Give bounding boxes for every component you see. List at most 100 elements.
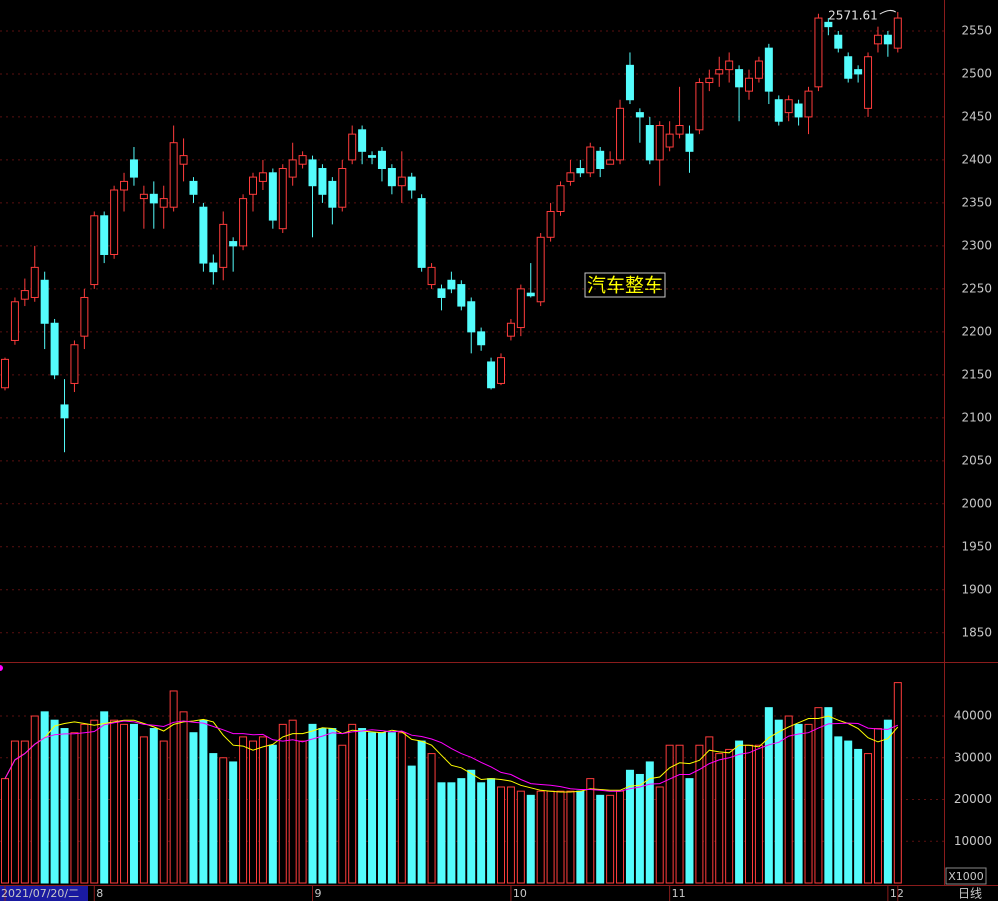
candle-body	[229, 241, 238, 247]
candle-body	[576, 168, 585, 174]
candle-body	[586, 146, 595, 174]
volume-bar	[219, 757, 228, 884]
candle-body	[189, 180, 198, 195]
candle-body	[873, 34, 882, 45]
candle-body	[477, 331, 486, 346]
candle-body	[725, 60, 734, 71]
candle-body	[249, 176, 257, 195]
volume-bar	[893, 682, 902, 884]
y-tick-label: 1900	[961, 582, 992, 596]
candle-body	[804, 90, 813, 118]
candle-body	[735, 69, 744, 88]
y-tick-label: 2150	[961, 367, 992, 381]
volume-bar	[437, 782, 446, 884]
x-tick-label: 12	[890, 887, 904, 900]
volume-bar	[625, 769, 634, 884]
volume-bar	[159, 740, 168, 884]
volume-bar	[288, 719, 297, 884]
volume-bar	[50, 719, 59, 884]
candle-body	[50, 322, 59, 376]
candle-body	[635, 112, 644, 118]
volume-bar	[447, 782, 456, 884]
volume-bar	[80, 723, 89, 884]
y-tick-label: 2250	[961, 281, 992, 295]
candle-body	[139, 193, 148, 200]
candle-body	[596, 150, 605, 170]
candle-body	[645, 125, 654, 161]
candle-body	[467, 301, 476, 333]
candle-body	[20, 290, 29, 300]
candle-body	[159, 198, 168, 208]
candle-body	[854, 69, 863, 75]
volume-bar	[745, 744, 753, 884]
volume-bar	[556, 790, 565, 884]
candle-body	[239, 198, 248, 247]
candle-body	[129, 159, 138, 178]
candle-body	[219, 223, 228, 268]
volume-bar	[457, 778, 466, 884]
volume-bar	[596, 794, 605, 884]
candle-body	[179, 155, 188, 165]
candle-body	[814, 17, 823, 88]
candle-body	[516, 288, 525, 329]
x-tick-label: 10	[513, 887, 527, 900]
volume-bar	[139, 736, 148, 884]
candle-body	[328, 180, 337, 208]
candle-body	[1, 358, 9, 389]
candle-body	[625, 64, 634, 101]
volume-bar	[387, 732, 396, 884]
candle-body	[883, 34, 892, 45]
volume-bar	[229, 761, 238, 884]
candle-body	[536, 236, 545, 303]
volume-bar	[10, 740, 19, 884]
candle-body	[308, 159, 317, 187]
candle-body	[437, 288, 446, 298]
volume-bar	[308, 723, 317, 884]
candle-body	[407, 176, 416, 191]
y-tick-label: 2400	[961, 152, 992, 166]
volume-bar	[754, 744, 763, 884]
volume-bar	[824, 707, 833, 884]
volume-bar	[844, 740, 853, 884]
volume-tick-label: 40000	[954, 709, 992, 723]
candle-body	[60, 404, 69, 419]
volume-bar	[169, 690, 178, 884]
candle-body	[149, 193, 158, 204]
candle-body	[209, 262, 218, 273]
volume-bar	[278, 723, 287, 884]
volume-bar	[338, 744, 347, 884]
candle-body	[675, 125, 684, 135]
volume-bar	[417, 740, 426, 884]
candle-body	[754, 60, 763, 79]
volume-bar	[179, 711, 188, 884]
candle-body	[199, 206, 208, 264]
high-annotation: 2571.61	[828, 9, 878, 23]
candle-body	[705, 77, 714, 84]
candle-body	[427, 266, 436, 286]
x-tick-label: 11	[672, 887, 686, 900]
annotation-arrow	[879, 9, 897, 15]
volume-ma	[4, 720, 898, 792]
y-tick-label: 2450	[961, 109, 992, 123]
candle-body	[348, 133, 357, 161]
y-tick-label: 2200	[961, 324, 992, 338]
volume-bar	[358, 728, 367, 884]
panel-marker	[0, 665, 3, 671]
candle-body	[497, 357, 505, 384]
candle-body	[457, 284, 466, 307]
volume-bar	[209, 753, 218, 884]
volume-bar	[764, 707, 773, 884]
volume-bar	[546, 790, 555, 884]
candle-body	[665, 133, 674, 148]
volume-bar	[377, 732, 386, 884]
volume-tick-label: 30000	[954, 750, 992, 764]
candle-body	[377, 150, 386, 170]
candle-body	[387, 168, 396, 187]
volume-bar	[427, 753, 436, 884]
candle-body	[616, 107, 625, 161]
volume-bar	[1, 778, 9, 884]
volume-bar	[794, 723, 803, 884]
volume-bar	[606, 794, 615, 884]
volume-bar	[536, 790, 545, 884]
